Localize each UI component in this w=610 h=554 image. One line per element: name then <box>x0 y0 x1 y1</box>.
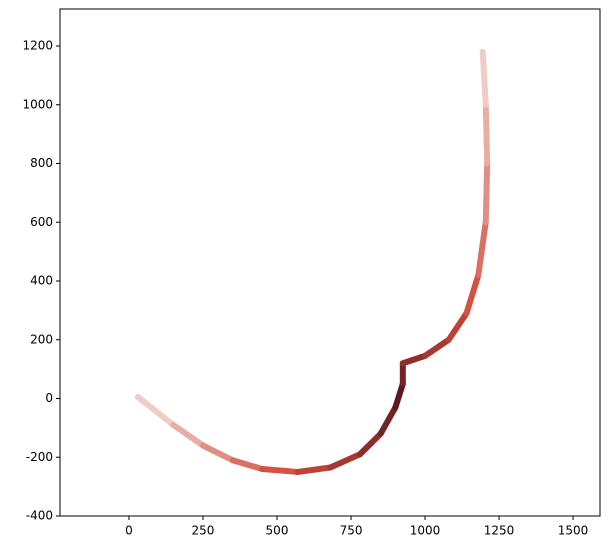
curve-segment <box>170 421 206 449</box>
x-tick-label: 500 <box>266 524 289 538</box>
y-tick-label: 1000 <box>22 97 53 111</box>
curve-segment <box>134 394 177 428</box>
curve-segment <box>327 451 363 471</box>
x-tick-label: 250 <box>192 524 215 538</box>
y-tick-label: -200 <box>26 450 53 464</box>
curve-segment <box>463 272 482 317</box>
y-tick-label: 200 <box>30 332 53 346</box>
x-tick-label: 1500 <box>558 524 589 538</box>
curve-segment <box>482 101 491 167</box>
curve-segment <box>356 430 384 458</box>
y-tick-label: 1200 <box>22 39 53 53</box>
x-tick-label: 0 <box>125 524 133 538</box>
curve-segment <box>479 48 489 108</box>
curve-segment <box>475 219 489 279</box>
curve-segment <box>422 336 452 359</box>
curve-segment <box>199 442 236 464</box>
curve-segment <box>445 310 470 343</box>
y-tick-label: 600 <box>30 215 53 229</box>
curve-segment <box>259 466 301 475</box>
curve-segment <box>377 404 399 437</box>
curve-segment <box>229 457 266 473</box>
y-tick-label: 800 <box>30 156 53 170</box>
y-tick-label: 400 <box>30 274 53 288</box>
axes-frame <box>59 8 601 517</box>
y-tick-label: -400 <box>26 509 53 523</box>
curve-segment <box>294 464 334 475</box>
x-tick-label: 750 <box>340 524 363 538</box>
curve-segment <box>482 160 491 226</box>
curve-segment <box>392 380 406 411</box>
x-tick-label: 1000 <box>410 524 441 538</box>
x-tick-label: 1250 <box>484 524 515 538</box>
curve-segment <box>399 352 429 367</box>
y-tick-label: 0 <box>45 391 53 405</box>
